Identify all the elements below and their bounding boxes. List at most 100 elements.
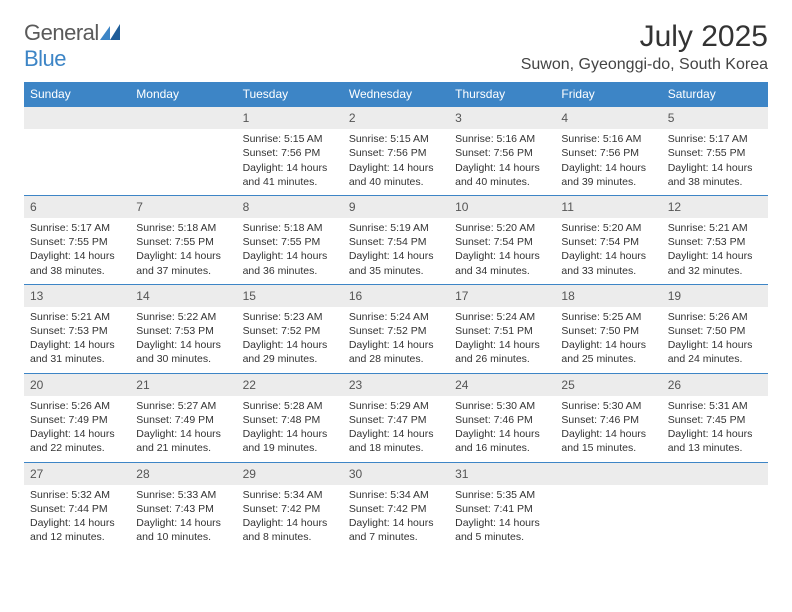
day-info-line: Sunrise: 5:33 AM: [136, 488, 230, 502]
day-info-line: Sunset: 7:51 PM: [455, 324, 549, 338]
day-info-line: Sunrise: 5:21 AM: [30, 310, 124, 324]
calendar-day-cell: 30Sunrise: 5:34 AMSunset: 7:42 PMDayligh…: [343, 462, 449, 550]
logo-mark-icon: [100, 24, 120, 40]
calendar-day-cell: 11Sunrise: 5:20 AMSunset: 7:54 PMDayligh…: [555, 195, 661, 284]
day-info-line: Sunrise: 5:32 AM: [30, 488, 124, 502]
day-info-line: Sunset: 7:53 PM: [136, 324, 230, 338]
day-info-line: Daylight: 14 hours and 40 minutes.: [455, 161, 549, 189]
day-info-line: Sunrise: 5:26 AM: [30, 399, 124, 413]
calendar-day-cell: 17Sunrise: 5:24 AMSunset: 7:51 PMDayligh…: [449, 284, 555, 373]
day-info-line: Sunset: 7:41 PM: [455, 502, 549, 516]
title-block: July 2025 Suwon, Gyeonggi-do, South Kore…: [521, 20, 768, 74]
day-info-line: Daylight: 14 hours and 28 minutes.: [349, 338, 443, 366]
day-info-line: Daylight: 14 hours and 21 minutes.: [136, 427, 230, 455]
day-info-line: Sunrise: 5:20 AM: [455, 221, 549, 235]
calendar-day-cell: 28Sunrise: 5:33 AMSunset: 7:43 PMDayligh…: [130, 462, 236, 550]
day-info-line: Sunrise: 5:34 AM: [243, 488, 337, 502]
calendar-day-cell: 18Sunrise: 5:25 AMSunset: 7:50 PMDayligh…: [555, 284, 661, 373]
calendar-day-cell: 31Sunrise: 5:35 AMSunset: 7:41 PMDayligh…: [449, 462, 555, 550]
day-info-line: Sunset: 7:46 PM: [561, 413, 655, 427]
logo-text: General Blue: [24, 20, 120, 72]
day-number: 4: [555, 107, 661, 129]
day-info-line: Sunset: 7:52 PM: [349, 324, 443, 338]
day-info-line: Sunset: 7:56 PM: [243, 146, 337, 160]
day-info-line: Daylight: 14 hours and 15 minutes.: [561, 427, 655, 455]
day-number: 1: [237, 107, 343, 129]
calendar-day-cell: 19Sunrise: 5:26 AMSunset: 7:50 PMDayligh…: [662, 284, 768, 373]
day-info-line: Daylight: 14 hours and 34 minutes.: [455, 249, 549, 277]
weekday-header-row: Sunday Monday Tuesday Wednesday Thursday…: [24, 82, 768, 107]
weekday-header: Monday: [130, 82, 236, 107]
day-info-line: Daylight: 14 hours and 8 minutes.: [243, 516, 337, 544]
day-info-line: Sunrise: 5:31 AM: [668, 399, 762, 413]
day-number: 3: [449, 107, 555, 129]
day-info-line: Daylight: 14 hours and 35 minutes.: [349, 249, 443, 277]
day-info-line: Daylight: 14 hours and 41 minutes.: [243, 161, 337, 189]
day-info-line: Sunset: 7:56 PM: [561, 146, 655, 160]
day-info-line: Sunrise: 5:17 AM: [30, 221, 124, 235]
day-number: 22: [237, 374, 343, 396]
day-info-line: Daylight: 14 hours and 16 minutes.: [455, 427, 549, 455]
day-info-line: Daylight: 14 hours and 31 minutes.: [30, 338, 124, 366]
logo: General Blue: [24, 20, 120, 72]
calendar-week-row: 13Sunrise: 5:21 AMSunset: 7:53 PMDayligh…: [24, 284, 768, 373]
day-info-line: Sunset: 7:48 PM: [243, 413, 337, 427]
header: General Blue July 2025 Suwon, Gyeonggi-d…: [24, 20, 768, 74]
day-info-line: Daylight: 14 hours and 30 minutes.: [136, 338, 230, 366]
calendar-day-cell: 29Sunrise: 5:34 AMSunset: 7:42 PMDayligh…: [237, 462, 343, 550]
day-info-line: Sunset: 7:53 PM: [30, 324, 124, 338]
day-info-line: Daylight: 14 hours and 22 minutes.: [30, 427, 124, 455]
weekday-header: Sunday: [24, 82, 130, 107]
logo-word-general: General: [24, 20, 99, 45]
day-info-line: Sunrise: 5:30 AM: [455, 399, 549, 413]
day-info-line: Sunset: 7:47 PM: [349, 413, 443, 427]
day-info-line: Sunrise: 5:28 AM: [243, 399, 337, 413]
day-number: 8: [237, 196, 343, 218]
day-number: [662, 463, 768, 485]
day-info-line: Sunset: 7:54 PM: [349, 235, 443, 249]
day-number: 6: [24, 196, 130, 218]
day-info-line: Sunrise: 5:30 AM: [561, 399, 655, 413]
day-info-line: Daylight: 14 hours and 39 minutes.: [561, 161, 655, 189]
day-number: 27: [24, 463, 130, 485]
calendar-day-cell: 5Sunrise: 5:17 AMSunset: 7:55 PMDaylight…: [662, 107, 768, 196]
calendar-week-row: 20Sunrise: 5:26 AMSunset: 7:49 PMDayligh…: [24, 373, 768, 462]
day-info-line: Sunset: 7:53 PM: [668, 235, 762, 249]
day-number: 11: [555, 196, 661, 218]
day-number: 9: [343, 196, 449, 218]
day-number: 28: [130, 463, 236, 485]
day-number: 30: [343, 463, 449, 485]
day-number: [130, 107, 236, 129]
day-number: 13: [24, 285, 130, 307]
weekday-header: Thursday: [449, 82, 555, 107]
calendar-day-cell: [555, 462, 661, 550]
calendar-day-cell: [130, 107, 236, 196]
day-info-line: Sunset: 7:49 PM: [136, 413, 230, 427]
day-info-line: Sunset: 7:50 PM: [561, 324, 655, 338]
day-number: [24, 107, 130, 129]
day-info-line: Sunrise: 5:21 AM: [668, 221, 762, 235]
day-info-line: Sunrise: 5:26 AM: [668, 310, 762, 324]
calendar-day-cell: 24Sunrise: 5:30 AMSunset: 7:46 PMDayligh…: [449, 373, 555, 462]
day-number: 19: [662, 285, 768, 307]
calendar-day-cell: 6Sunrise: 5:17 AMSunset: 7:55 PMDaylight…: [24, 195, 130, 284]
weekday-header: Friday: [555, 82, 661, 107]
day-info-line: Daylight: 14 hours and 38 minutes.: [30, 249, 124, 277]
calendar-day-cell: 7Sunrise: 5:18 AMSunset: 7:55 PMDaylight…: [130, 195, 236, 284]
day-number: 14: [130, 285, 236, 307]
calendar-day-cell: 10Sunrise: 5:20 AMSunset: 7:54 PMDayligh…: [449, 195, 555, 284]
day-number: 12: [662, 196, 768, 218]
day-info-line: Daylight: 14 hours and 36 minutes.: [243, 249, 337, 277]
day-info-line: Daylight: 14 hours and 19 minutes.: [243, 427, 337, 455]
day-number: [555, 463, 661, 485]
day-info-line: Sunset: 7:54 PM: [455, 235, 549, 249]
calendar-week-row: 6Sunrise: 5:17 AMSunset: 7:55 PMDaylight…: [24, 195, 768, 284]
day-info-line: Sunrise: 5:34 AM: [349, 488, 443, 502]
day-info-line: Sunrise: 5:35 AM: [455, 488, 549, 502]
calendar-body: 1Sunrise: 5:15 AMSunset: 7:56 PMDaylight…: [24, 107, 768, 551]
calendar-week-row: 1Sunrise: 5:15 AMSunset: 7:56 PMDaylight…: [24, 107, 768, 196]
weekday-header: Saturday: [662, 82, 768, 107]
day-info-line: Sunrise: 5:29 AM: [349, 399, 443, 413]
calendar-day-cell: 3Sunrise: 5:16 AMSunset: 7:56 PMDaylight…: [449, 107, 555, 196]
day-info-line: Sunset: 7:55 PM: [668, 146, 762, 160]
